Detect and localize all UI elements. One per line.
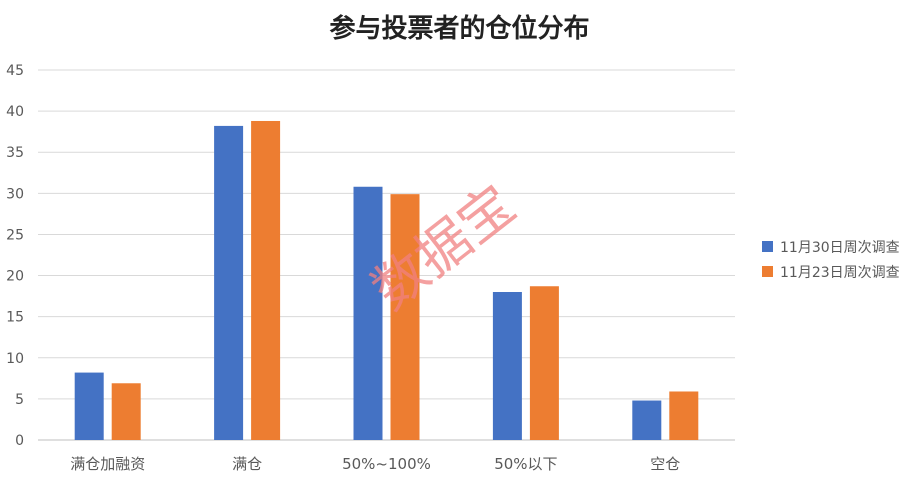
y-tick-label: 30 — [6, 186, 24, 202]
gridlines — [38, 69, 735, 441]
chart-title: 参与投票者的仓位分布 — [329, 14, 590, 44]
legend-swatch — [762, 266, 773, 277]
y-tick-label: 45 — [6, 63, 24, 79]
bar-series1 — [492, 292, 522, 440]
legend-label: 11月30日周次调查 — [780, 240, 900, 256]
bar-series2 — [669, 391, 699, 440]
y-tick-label: 25 — [6, 227, 24, 243]
y-axis-tick-labels: 0 5 10 15 20 25 30 35 40 45 — [6, 63, 24, 449]
x-axis-tick-labels: 满仓加融资 满仓 50%~100% 50%以下 空仓 — [70, 455, 680, 473]
legend: 11月30日周次调查 11月23日周次调查 — [762, 240, 900, 281]
legend-label: 11月23日周次调查 — [780, 265, 900, 281]
y-tick-label: 40 — [6, 104, 24, 120]
x-tick-label: 满仓 — [232, 455, 262, 473]
y-tick-label: 20 — [6, 269, 24, 285]
y-tick-label: 0 — [15, 433, 24, 449]
bar-series2 — [529, 286, 559, 440]
bar-series2 — [111, 383, 141, 440]
y-tick-label: 35 — [6, 145, 24, 161]
y-tick-label: 15 — [6, 310, 24, 326]
bar-series2 — [390, 194, 420, 440]
y-tick-label: 10 — [6, 351, 24, 367]
bar-series1 — [353, 186, 383, 440]
bar-series2 — [251, 120, 281, 440]
bar-series1 — [74, 372, 104, 440]
bar-series1 — [214, 125, 244, 441]
bars — [74, 120, 699, 441]
x-tick-label: 50%以下 — [494, 455, 557, 473]
x-tick-label: 满仓加融资 — [70, 455, 145, 473]
x-tick-label: 50%~100% — [342, 455, 431, 473]
y-tick-label: 5 — [15, 392, 24, 408]
legend-swatch — [762, 241, 773, 252]
x-tick-label: 空仓 — [650, 455, 680, 473]
bar-series1 — [632, 400, 662, 440]
